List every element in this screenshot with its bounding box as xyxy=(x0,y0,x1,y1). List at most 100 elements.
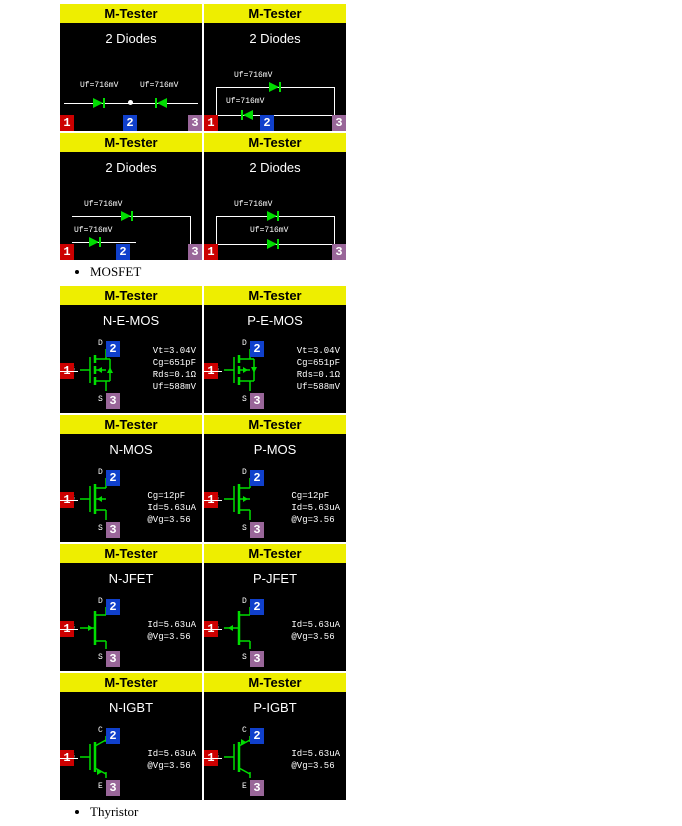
pin-3: 3 xyxy=(250,780,264,796)
param: Id=5.63uA xyxy=(147,502,196,514)
tile-body: N-MOSDGS213Cg=12pFId=5.63uA@Vg=3.56 xyxy=(60,434,202,542)
wire xyxy=(60,371,78,372)
diode-icon xyxy=(152,97,168,109)
pin-letter: E xyxy=(242,782,247,791)
component-name: 2 Diodes xyxy=(204,23,346,52)
param-block: Id=5.63uA@Vg=3.56 xyxy=(291,748,340,772)
pin-2: 2 xyxy=(250,470,264,486)
tile-body: P-E-MOSDGS213Vt=3.04VCg=651pFRds=0.1ΩUf=… xyxy=(204,305,346,413)
wire xyxy=(334,216,335,245)
tile-header: M-Tester xyxy=(204,286,346,305)
param: Uf=588mV xyxy=(297,381,340,393)
wire xyxy=(204,371,222,372)
tester-tile: M-TesterN-MOSDGS213Cg=12pFId=5.63uA@Vg=3… xyxy=(60,415,202,542)
tile-header: M-Tester xyxy=(204,133,346,152)
pin-2: 2 xyxy=(250,599,264,615)
tile-body: 2 DiodesUf=716mVUf=716mV123 xyxy=(204,23,346,131)
wire xyxy=(204,758,222,759)
tile-body: P-IGBTCGE213Id=5.63uA@Vg=3.56 xyxy=(204,692,346,800)
uf-label: Uf=716mV xyxy=(234,71,272,80)
pin-letter: D xyxy=(98,597,103,606)
tester-tile: M-TesterN-E-MOSDGS213Vt=3.04VCg=651pFRds… xyxy=(60,286,202,413)
uf-label: Uf=716mV xyxy=(250,226,288,235)
tile-header: M-Tester xyxy=(204,415,346,434)
param-block: Id=5.63uA@Vg=3.56 xyxy=(147,619,196,643)
tile-header: M-Tester xyxy=(204,544,346,563)
param: @Vg=3.56 xyxy=(291,631,340,643)
param: Id=5.63uA xyxy=(147,748,196,760)
tester-tile: M-Tester2 DiodesUf=716mVUf=716mV123 xyxy=(204,4,346,131)
tile-body: P-JFETDGS213Id=5.63uA@Vg=3.56 xyxy=(204,563,346,671)
pin-3: 3 xyxy=(332,244,346,260)
component-name: P-E-MOS xyxy=(204,305,346,334)
tile-header: M-Tester xyxy=(60,544,202,563)
pin-3: 3 xyxy=(106,780,120,796)
pin-letter: C xyxy=(98,726,103,735)
wire xyxy=(334,87,335,116)
pin-3: 3 xyxy=(106,651,120,667)
param: @Vg=3.56 xyxy=(147,760,196,772)
mosfet-grid: M-TesterN-E-MOSDGS213Vt=3.04VCg=651pFRds… xyxy=(60,286,682,800)
diode-icon xyxy=(88,236,104,248)
tester-tile: M-TesterP-MOSDGS213Cg=12pFId=5.63uA@Vg=3… xyxy=(204,415,346,542)
page: M-Tester2 DiodesUf=716mVUf=716mV123M-Tes… xyxy=(0,0,682,820)
pin-1: 1 xyxy=(60,244,74,260)
tile-header: M-Tester xyxy=(60,673,202,692)
tester-tile: M-TesterP-E-MOSDGS213Vt=3.04VCg=651pFRds… xyxy=(204,286,346,413)
param: Rds=0.1Ω xyxy=(153,369,196,381)
diode-icon xyxy=(266,238,282,250)
param: Cg=12pF xyxy=(291,490,340,502)
uf-label: Uf=716mV xyxy=(234,200,272,209)
component-name: P-JFET xyxy=(204,563,346,592)
param: Cg=651pF xyxy=(297,357,340,369)
component-name: P-IGBT xyxy=(204,692,346,721)
pin-letter: S xyxy=(242,524,247,533)
param: Id=5.63uA xyxy=(291,619,340,631)
component-name: 2 Diodes xyxy=(204,152,346,181)
diode-icon xyxy=(268,81,284,93)
param: @Vg=3.56 xyxy=(291,514,340,526)
section-thyristor-label: Thyristor xyxy=(90,804,682,820)
wire xyxy=(60,629,78,630)
tile-header: M-Tester xyxy=(204,673,346,692)
pin-2: 2 xyxy=(260,115,274,131)
param: Vt=3.04V xyxy=(153,345,196,357)
pin-3: 3 xyxy=(250,651,264,667)
param: @Vg=3.56 xyxy=(147,631,196,643)
tile-header: M-Tester xyxy=(60,415,202,434)
pin-3: 3 xyxy=(188,115,202,131)
pin-2: 2 xyxy=(106,341,120,357)
pin-1: 1 xyxy=(204,244,218,260)
param-block: Cg=12pFId=5.63uA@Vg=3.56 xyxy=(147,490,196,526)
pin-letter: S xyxy=(98,524,103,533)
pin-3: 3 xyxy=(250,522,264,538)
pin-2: 2 xyxy=(123,115,137,131)
param: @Vg=3.56 xyxy=(147,514,196,526)
pin-1: 1 xyxy=(60,115,74,131)
tile-body: 2 DiodesUf=716mVUf=716mV123 xyxy=(60,23,202,131)
uf-label: Uf=716mV xyxy=(80,81,118,90)
pin-letter: E xyxy=(98,782,103,791)
pin-2: 2 xyxy=(106,728,120,744)
param: Uf=588mV xyxy=(153,381,196,393)
tile-header: M-Tester xyxy=(204,4,346,23)
tile-body: 2 Diodes Uf=716mV Uf=716mV 1 3 xyxy=(204,152,346,260)
param: Vt=3.04V xyxy=(297,345,340,357)
component-name: N-JFET xyxy=(60,563,202,592)
param: @Vg=3.56 xyxy=(291,760,340,772)
wire xyxy=(60,758,78,759)
wire xyxy=(216,115,334,116)
component-name: 2 Diodes xyxy=(60,152,202,181)
param: Cg=12pF xyxy=(147,490,196,502)
tile-body: 2 DiodesUf=716mVUf=716mV123 xyxy=(60,152,202,260)
param-block: Vt=3.04VCg=651pFRds=0.1ΩUf=588mV xyxy=(153,345,196,393)
pin-letter: D xyxy=(98,468,103,477)
tile-header: M-Tester xyxy=(60,4,202,23)
pin-3: 3 xyxy=(188,244,202,260)
tile-header: M-Tester xyxy=(60,286,202,305)
pin-letter: S xyxy=(242,653,247,662)
uf-label: Uf=716mV xyxy=(74,226,112,235)
tester-tile: M-TesterP-IGBTCGE213Id=5.63uA@Vg=3.56 xyxy=(204,673,346,800)
tester-tile: M-Tester2 Diodes Uf=716mV Uf=716mV 1 3 xyxy=(204,133,346,260)
pin-1: 1 xyxy=(204,115,218,131)
